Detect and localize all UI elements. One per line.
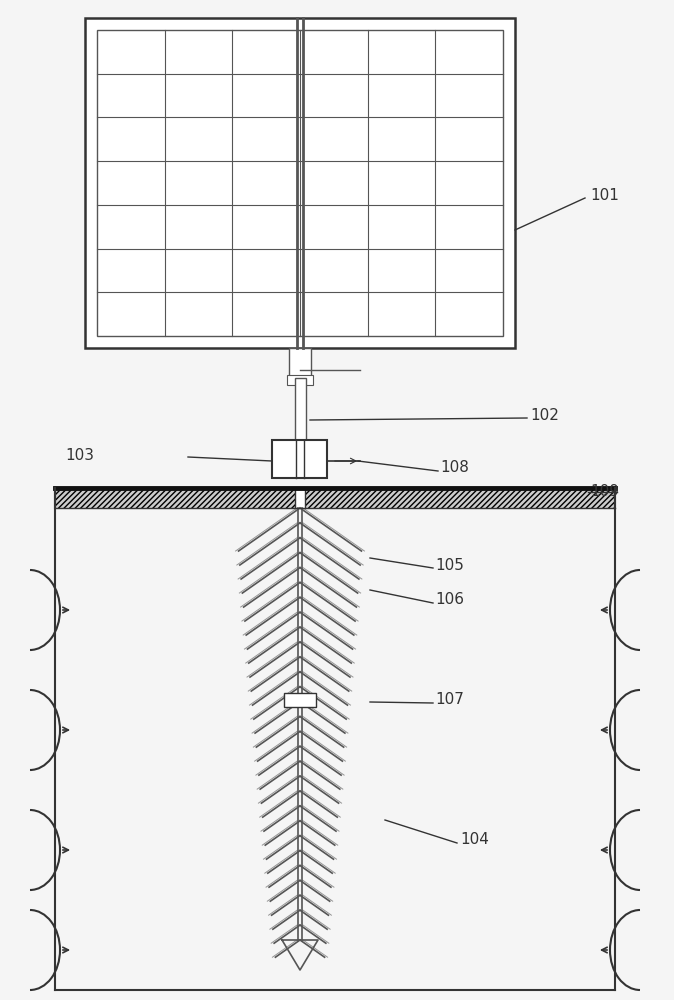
Bar (272, 440, 327, 478)
Bar (85, 18, 515, 348)
Bar (97, 30, 503, 336)
Text: 109: 109 (590, 485, 619, 499)
Bar (287, 375, 313, 385)
Text: 107: 107 (435, 692, 464, 708)
Text: 101: 101 (590, 188, 619, 202)
Bar (295, 378, 306, 440)
Bar (289, 348, 311, 378)
Bar (296, 440, 304, 478)
Bar (295, 488, 305, 508)
Text: 106: 106 (435, 592, 464, 607)
Text: 102: 102 (530, 408, 559, 422)
Text: 108: 108 (440, 460, 469, 476)
Text: 103: 103 (65, 448, 94, 462)
Text: 104: 104 (460, 832, 489, 848)
Bar (284, 693, 316, 707)
Bar (55, 488, 615, 508)
Text: 105: 105 (435, 558, 464, 572)
